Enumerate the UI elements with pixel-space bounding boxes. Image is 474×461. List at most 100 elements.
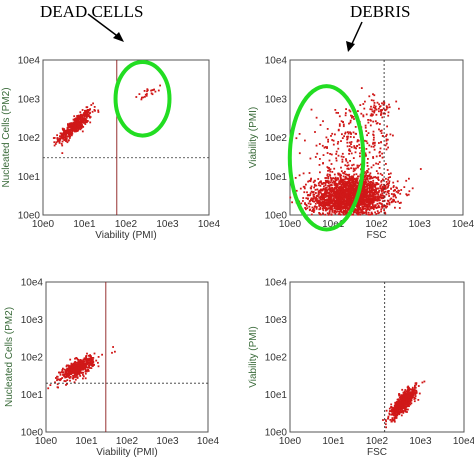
x-tick-label: 10e0	[35, 436, 58, 447]
data-point	[61, 371, 63, 373]
data-point	[332, 143, 335, 146]
data-point	[385, 206, 387, 209]
data-point	[381, 116, 384, 119]
data-point	[355, 212, 358, 214]
data-point	[365, 192, 368, 194]
data-point	[73, 130, 76, 133]
data-point	[347, 191, 349, 194]
data-point	[82, 358, 85, 361]
data-point	[325, 208, 328, 211]
data-point	[395, 196, 397, 199]
data-point	[360, 203, 363, 205]
data-point	[393, 199, 395, 201]
data-point	[73, 115, 76, 118]
data-point	[144, 93, 147, 96]
data-point	[66, 130, 68, 133]
data-point	[307, 198, 309, 200]
data-point	[59, 137, 62, 140]
data-point	[365, 211, 368, 214]
data-point	[393, 189, 396, 191]
data-point	[313, 186, 315, 189]
data-point	[336, 205, 339, 208]
data-point	[400, 394, 402, 397]
data-point	[350, 167, 352, 170]
data-point	[356, 202, 359, 205]
data-point	[395, 416, 398, 419]
data-point	[360, 210, 363, 212]
data-point	[333, 182, 336, 185]
data-point	[312, 208, 314, 211]
data-point	[363, 197, 365, 199]
data-point	[331, 211, 334, 213]
data-point	[365, 154, 367, 157]
data-point	[318, 193, 320, 196]
data-point	[359, 155, 361, 158]
data-point	[375, 192, 378, 195]
data-point	[319, 180, 322, 183]
data-point	[385, 426, 387, 429]
data-point	[344, 190, 347, 193]
data-point	[81, 125, 84, 127]
data-point	[68, 377, 71, 379]
data-point	[342, 175, 345, 178]
x-tick-label: 10e2	[116, 436, 139, 447]
y-tick-label: 10e1	[265, 390, 288, 401]
data-point	[358, 205, 361, 207]
data-point	[159, 84, 161, 87]
data-point	[112, 346, 114, 348]
data-point	[347, 178, 349, 180]
data-point	[388, 407, 391, 410]
data-point	[379, 123, 381, 125]
data-point	[315, 207, 318, 210]
data-point	[385, 139, 388, 142]
data-point	[367, 211, 370, 214]
data-point	[84, 123, 87, 125]
data-point	[372, 120, 375, 123]
data-point	[62, 367, 64, 370]
data-point	[309, 208, 311, 211]
data-point	[82, 373, 84, 376]
data-point	[377, 212, 379, 215]
data-point	[298, 152, 301, 155]
data-point	[327, 207, 330, 209]
data-point	[340, 204, 342, 207]
data-point	[315, 184, 318, 187]
data-point	[370, 199, 372, 201]
data-point	[323, 197, 325, 200]
data-point	[376, 191, 379, 194]
data-point	[370, 145, 373, 148]
data-point	[363, 203, 366, 206]
data-point	[348, 202, 351, 205]
data-point	[327, 175, 330, 178]
data-point	[364, 207, 367, 210]
data-point	[347, 199, 350, 201]
data-point	[366, 169, 369, 172]
data-point	[343, 188, 346, 191]
data-point	[86, 115, 88, 118]
data-point	[342, 121, 344, 123]
data-point	[340, 174, 342, 177]
data-point	[333, 197, 335, 200]
data-point	[325, 192, 328, 195]
data-point	[82, 360, 84, 363]
data-point	[331, 201, 334, 204]
data-point	[344, 114, 347, 117]
data-point	[337, 172, 339, 175]
data-point	[90, 357, 93, 359]
data-point	[362, 202, 365, 205]
data-point	[323, 192, 325, 195]
data-point	[345, 197, 348, 200]
data-point	[407, 397, 409, 400]
x-tick-label: 10e1	[322, 219, 345, 230]
data-point	[313, 207, 315, 210]
data-point	[353, 118, 355, 120]
data-point	[351, 115, 353, 117]
data-point	[405, 403, 408, 405]
data-point	[346, 137, 349, 140]
data-point	[56, 134, 58, 137]
data-point	[387, 185, 389, 188]
data-point	[358, 211, 360, 214]
data-point	[382, 189, 384, 192]
data-point	[355, 167, 357, 170]
data-point	[389, 133, 392, 136]
